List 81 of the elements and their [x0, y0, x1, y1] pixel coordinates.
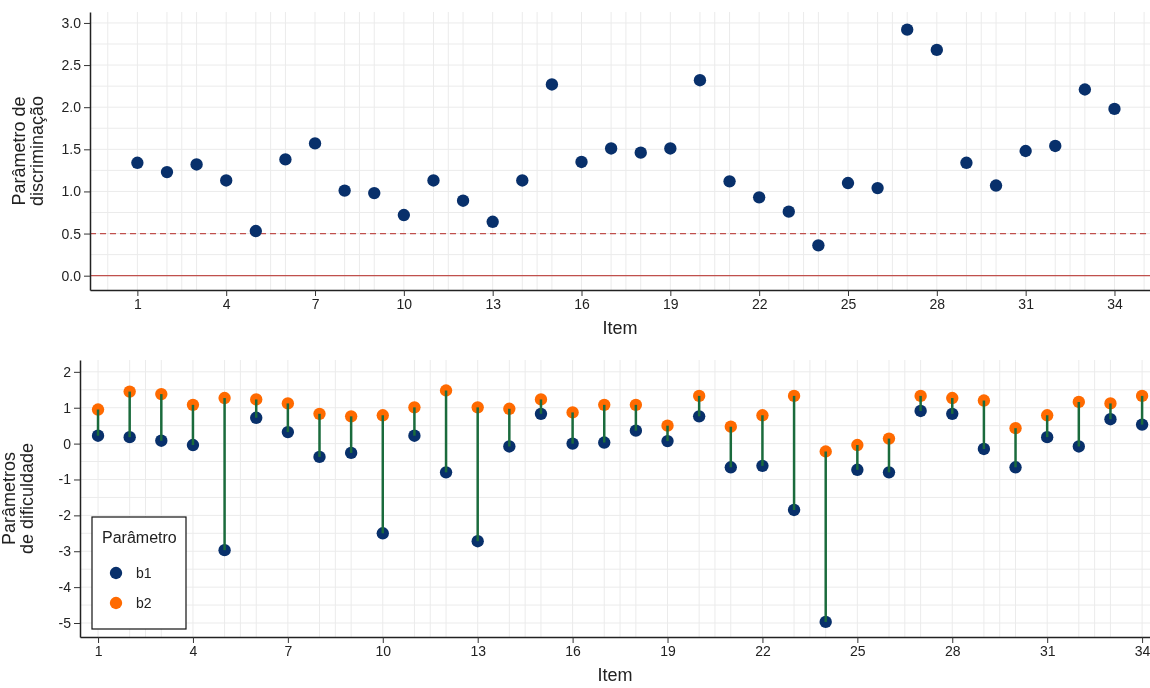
point	[190, 158, 203, 171]
point	[249, 224, 262, 238]
x-tick-label: 28	[929, 295, 946, 312]
legend-title: Parâmetro	[102, 529, 177, 546]
point	[782, 205, 795, 218]
point	[1078, 83, 1092, 96]
x-tick-label: 10	[375, 642, 392, 659]
point	[368, 186, 381, 200]
point	[279, 153, 292, 166]
x-tick-label: 1	[94, 642, 103, 659]
x-axis-title: Item	[602, 318, 638, 338]
point	[989, 179, 1003, 192]
y-tick-label: 0.5	[61, 225, 82, 242]
point	[901, 23, 914, 36]
x-tick-label: 25	[850, 642, 866, 659]
x-tick-label: 16	[574, 295, 591, 312]
x-tick-label: 31	[1039, 642, 1056, 659]
legend-label: b1	[136, 565, 152, 581]
y-tick-label: 2.5	[61, 57, 82, 74]
x-tick-label: 4	[222, 295, 231, 312]
point	[160, 165, 174, 179]
point	[1108, 102, 1121, 116]
x-tick-label: 13	[485, 295, 502, 312]
point	[960, 156, 973, 169]
point	[871, 181, 884, 195]
x-tick-label: 1	[133, 295, 142, 312]
y-tick-label: 2	[63, 363, 72, 380]
y-tick-label: -2	[58, 507, 72, 524]
point	[693, 74, 707, 87]
x-tick-label: 19	[660, 642, 677, 659]
y-tick-label: -4	[58, 579, 72, 596]
x-tick-label: 25	[840, 295, 857, 312]
y-tick-label: -5	[58, 614, 72, 631]
y-tick-label: 0.0	[61, 267, 82, 284]
point	[664, 142, 677, 155]
x-tick-label: 16	[565, 642, 582, 659]
x-tick-label: 28	[944, 642, 961, 659]
point	[338, 184, 351, 197]
y-tick-label: 1.5	[61, 141, 82, 158]
x-tick-label: 22	[751, 295, 768, 312]
y-axis-title: Parâmetros de dificuldade	[0, 442, 38, 555]
point	[812, 239, 825, 252]
point	[131, 156, 144, 169]
x-tick-label: 10	[396, 295, 413, 312]
x-tick-label: 19	[663, 295, 679, 312]
point	[545, 78, 559, 91]
point	[397, 208, 411, 222]
y-tick-label: 2.0	[61, 99, 82, 116]
point	[604, 142, 618, 155]
point	[841, 176, 855, 190]
y-tick-label: 1.0	[61, 183, 82, 200]
point	[752, 191, 766, 204]
x-tick-label: 7	[284, 642, 293, 659]
y-axis-title: Parâmetro de discriminação	[9, 95, 48, 207]
point	[456, 194, 470, 207]
x-tick-label: 22	[755, 642, 771, 659]
point	[1049, 139, 1062, 153]
point	[516, 174, 529, 187]
point	[930, 43, 943, 57]
y-tick-label: 1	[63, 399, 72, 416]
point	[723, 175, 736, 188]
point	[575, 155, 588, 169]
y-tick-label: 0	[63, 435, 72, 452]
y-tick-label: 3.0	[61, 14, 82, 31]
point	[486, 215, 499, 228]
point	[427, 174, 440, 187]
x-tick-label: 31	[1018, 295, 1035, 312]
point	[308, 137, 322, 150]
point	[1019, 144, 1032, 158]
point	[220, 174, 233, 187]
x-axis-title: Item	[597, 665, 633, 685]
point	[186, 438, 200, 452]
x-tick-label: 7	[311, 295, 320, 312]
y-tick-label: -3	[58, 543, 72, 560]
x-tick-label: 34	[1107, 295, 1123, 312]
point	[634, 146, 647, 159]
x-tick-label: 13	[470, 642, 487, 659]
x-tick-label: 4	[189, 642, 198, 659]
legend-label: b2	[136, 595, 152, 611]
y-tick-label: -1	[58, 471, 72, 488]
x-tick-label: 34	[1134, 642, 1150, 659]
